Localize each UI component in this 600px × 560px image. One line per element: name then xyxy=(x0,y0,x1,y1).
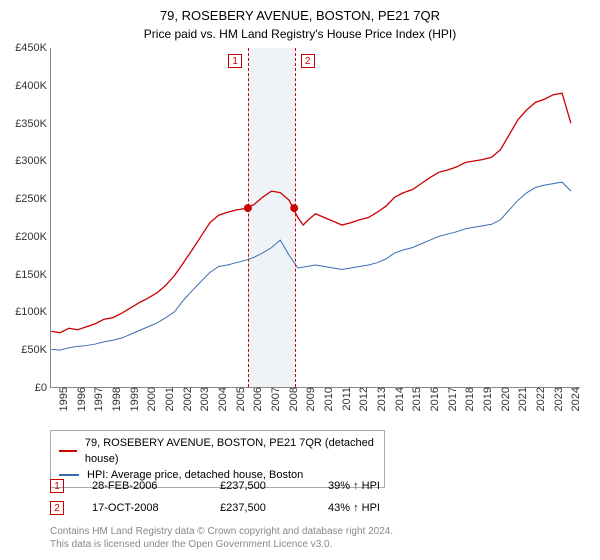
x-tick-label: 2024 xyxy=(566,387,582,411)
x-tick-label: 2012 xyxy=(354,387,370,411)
series-line xyxy=(51,182,571,350)
sale-marker: 2 xyxy=(50,501,64,515)
y-tick-label: £350K xyxy=(1,118,47,130)
sale-price: £237,500 xyxy=(220,480,300,492)
chart-subtitle: Price paid vs. HM Land Registry's House … xyxy=(0,23,600,49)
footer: Contains HM Land Registry data © Crown c… xyxy=(50,525,393,551)
sale-row: 1 28-FEB-2006 £237,500 39% ↑ HPI xyxy=(50,475,428,497)
plot-area: 12£0£50K£100K£150K£200K£250K£300K£350K£4… xyxy=(50,48,580,388)
sale-date: 17-OCT-2008 xyxy=(92,502,192,514)
legend-label: 79, ROSEBERY AVENUE, BOSTON, PE21 7QR (d… xyxy=(85,435,376,467)
series-line xyxy=(51,93,571,333)
x-tick-label: 2018 xyxy=(460,387,476,411)
sale-hpi: 43% ↑ HPI xyxy=(328,502,428,514)
sale-price: £237,500 xyxy=(220,502,300,514)
chart-container: 79, ROSEBERY AVENUE, BOSTON, PE21 7QR Pr… xyxy=(0,0,600,560)
sale-hpi: 39% ↑ HPI xyxy=(328,480,428,492)
x-tick-label: 1997 xyxy=(89,387,105,411)
x-tick-label: 2021 xyxy=(513,387,529,411)
y-tick-label: £450K xyxy=(1,42,47,54)
x-tick-label: 1995 xyxy=(54,387,70,411)
x-tick-label: 2015 xyxy=(407,387,423,411)
x-tick-label: 2014 xyxy=(390,387,406,411)
marker-line xyxy=(248,48,249,387)
marker-box: 2 xyxy=(301,54,315,68)
x-tick-label: 2003 xyxy=(195,387,211,411)
x-tick-label: 2011 xyxy=(337,387,353,411)
marker-box: 1 xyxy=(228,54,242,68)
chart-svg xyxy=(51,48,580,387)
sale-row: 2 17-OCT-2008 £237,500 43% ↑ HPI xyxy=(50,497,428,519)
marker-line xyxy=(295,48,296,387)
y-tick-label: £50K xyxy=(1,344,47,356)
y-tick-label: £0 xyxy=(1,382,47,394)
x-tick-label: 2005 xyxy=(231,387,247,411)
y-tick-label: £250K xyxy=(1,193,47,205)
x-tick-label: 2009 xyxy=(301,387,317,411)
sale-marker: 1 xyxy=(50,479,64,493)
x-tick-label: 2008 xyxy=(284,387,300,411)
x-tick-label: 2013 xyxy=(372,387,388,411)
footer-line1: Contains HM Land Registry data © Crown c… xyxy=(50,525,393,538)
x-tick-label: 2004 xyxy=(213,387,229,411)
x-tick-label: 2022 xyxy=(531,387,547,411)
y-tick-label: £100K xyxy=(1,306,47,318)
x-tick-label: 1996 xyxy=(72,387,88,411)
x-tick-label: 2010 xyxy=(319,387,335,411)
x-tick-label: 2001 xyxy=(160,387,176,411)
legend-swatch xyxy=(59,450,77,452)
footer-line2: This data is licensed under the Open Gov… xyxy=(50,538,393,551)
x-tick-label: 1998 xyxy=(107,387,123,411)
x-tick-label: 2019 xyxy=(478,387,494,411)
y-tick-label: £300K xyxy=(1,155,47,167)
x-tick-label: 2020 xyxy=(496,387,512,411)
y-tick-label: £200K xyxy=(1,231,47,243)
x-tick-label: 2006 xyxy=(248,387,264,411)
legend-row: 79, ROSEBERY AVENUE, BOSTON, PE21 7QR (d… xyxy=(59,435,376,467)
x-tick-label: 2017 xyxy=(443,387,459,411)
chart-title: 79, ROSEBERY AVENUE, BOSTON, PE21 7QR xyxy=(0,0,600,23)
y-tick-label: £400K xyxy=(1,80,47,92)
x-tick-label: 2000 xyxy=(142,387,158,411)
x-tick-label: 1999 xyxy=(125,387,141,411)
sales-block: 1 28-FEB-2006 £237,500 39% ↑ HPI 2 17-OCT-200… xyxy=(50,475,428,519)
y-tick-label: £150K xyxy=(1,269,47,281)
x-tick-label: 2002 xyxy=(178,387,194,411)
x-tick-label: 2016 xyxy=(425,387,441,411)
sale-date: 28-FEB-2006 xyxy=(92,480,192,492)
x-tick-label: 2023 xyxy=(549,387,565,411)
x-tick-label: 2007 xyxy=(266,387,282,411)
